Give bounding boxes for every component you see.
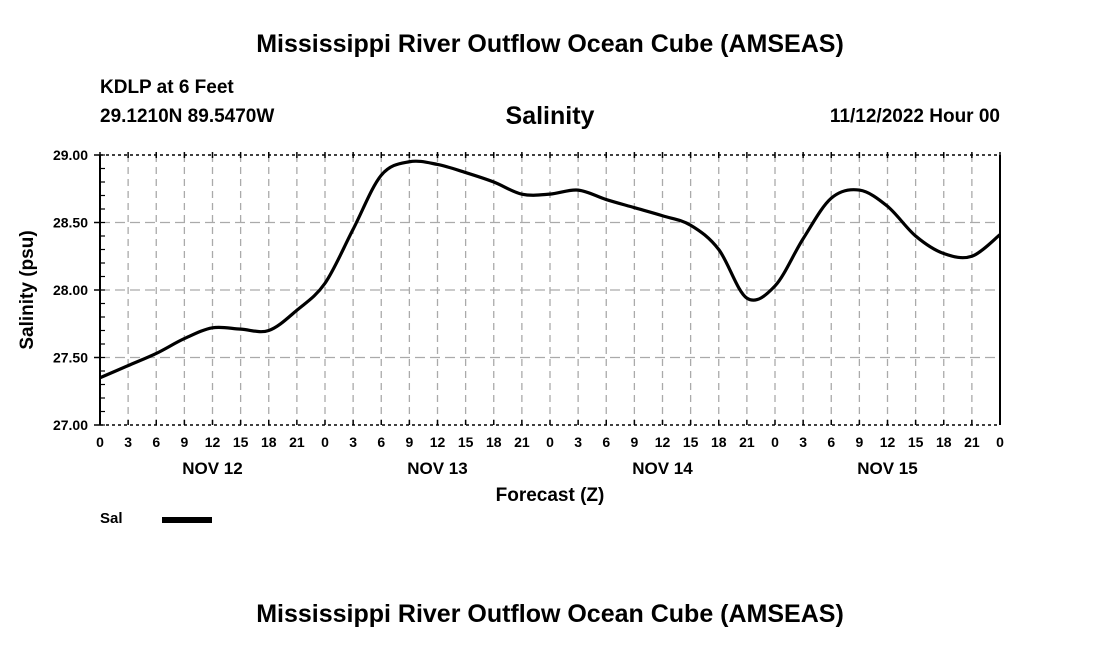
station-label: KDLP at 6 Feet (100, 77, 234, 98)
x-tick-label: 12 (880, 434, 896, 450)
x-tick-label: 15 (458, 434, 474, 450)
x-tick-label: 6 (152, 434, 160, 450)
x-tick-label: 9 (405, 434, 413, 450)
x-tick-label: 3 (799, 434, 807, 450)
y-axis-label: Salinity (psu) (17, 230, 38, 349)
x-tick-label: 0 (771, 434, 779, 450)
x-tick-label: 18 (261, 434, 277, 450)
x-tick-label: 21 (964, 434, 980, 450)
y-tick-label: 27.50 (53, 350, 88, 366)
x-tick-label: 12 (655, 434, 671, 450)
x-tick-label: 3 (574, 434, 582, 450)
datetime-label: 11/12/2022 Hour 00 (829, 106, 1000, 127)
x-tick-label: 18 (486, 434, 502, 450)
x-tick-label: 6 (377, 434, 385, 450)
x-tick-label: 21 (739, 434, 755, 450)
x-axis-label: Forecast (Z) (496, 485, 605, 506)
x-tick-label: 12 (430, 434, 446, 450)
legend-swatch (162, 517, 212, 523)
day-label: NOV 12 (182, 459, 242, 478)
x-tick-label: 0 (546, 434, 554, 450)
y-tick-label: 28.50 (53, 215, 88, 231)
y-tick-label: 27.00 (53, 417, 88, 433)
x-tick-label: 15 (908, 434, 924, 450)
x-tick-label: 3 (349, 434, 357, 450)
day-label: NOV 15 (857, 459, 917, 478)
y-tick-label: 28.00 (53, 282, 88, 298)
x-tick-label: 15 (233, 434, 249, 450)
x-tick-label: 18 (711, 434, 727, 450)
day-label: NOV 14 (632, 459, 693, 478)
x-tick-label: 0 (321, 434, 329, 450)
chart-title: Mississippi River Outflow Ocean Cube (AM… (256, 30, 844, 58)
x-tick-label: 12 (205, 434, 221, 450)
x-tick-label: 6 (602, 434, 610, 450)
x-tick-label: 21 (289, 434, 305, 450)
x-tick-label: 0 (96, 434, 104, 450)
day-label: NOV 13 (407, 459, 467, 478)
x-tick-label: 15 (683, 434, 699, 450)
x-tick-label: 9 (630, 434, 638, 450)
legend-label: Sal (100, 510, 123, 527)
series-line-sal (99, 159, 1002, 380)
coordinates-label: 29.1210N 89.5470W (100, 106, 275, 127)
x-tick-label: 18 (936, 434, 952, 450)
x-tick-label: 0 (996, 434, 1004, 450)
footer-title: Mississippi River Outflow Ocean Cube (AM… (256, 600, 844, 628)
chart-subtitle: Salinity (505, 102, 595, 130)
x-tick-label: 3 (124, 434, 132, 450)
x-tick-label: 21 (514, 434, 530, 450)
x-tick-label: 9 (855, 434, 863, 450)
x-tick-label: 6 (827, 434, 835, 450)
y-tick-label: 29.00 (53, 147, 88, 163)
x-tick-label: 9 (180, 434, 188, 450)
